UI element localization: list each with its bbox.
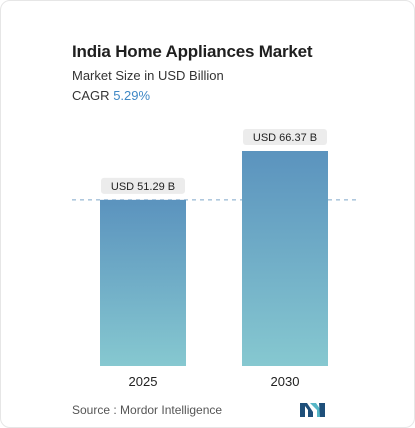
source-text: Source : Mordor Intelligence xyxy=(72,403,223,417)
category-label-2030: 2030 xyxy=(271,374,300,389)
cagr-line: CAGR 5.29% xyxy=(72,88,150,103)
bar-2030 xyxy=(242,151,328,366)
mordor-intelligence-logo-icon xyxy=(300,403,325,417)
category-label-2025: 2025 xyxy=(129,374,158,389)
data-label-2030: USD 66.37 B xyxy=(253,132,317,144)
data-label-2025: USD 51.29 B xyxy=(111,181,175,193)
data-label-bg-2025 xyxy=(101,177,185,194)
bar-2025 xyxy=(100,199,186,366)
cagr-label: CAGR xyxy=(72,88,110,103)
data-label-bg-2030 xyxy=(243,129,327,145)
chart-title: India Home Appliances Market xyxy=(72,42,313,61)
cagr-value: 5.29% xyxy=(113,88,151,103)
chart-subtitle: Market Size in USD Billion xyxy=(72,68,224,83)
